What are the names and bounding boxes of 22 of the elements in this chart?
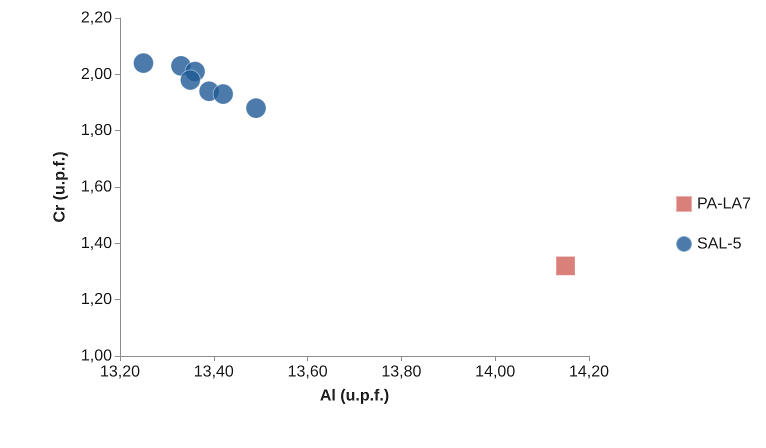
x-axis-title: Al (u.p.f.) xyxy=(320,388,390,404)
x-tick-label: 13,80 xyxy=(381,364,422,380)
x-tick-label: 14,00 xyxy=(475,364,516,380)
legend-label: PA-LA7 xyxy=(697,196,752,212)
y-tick-label: 1,00 xyxy=(80,348,112,364)
legend-label: SAL-5 xyxy=(697,236,742,252)
y-tick-label: 2,00 xyxy=(80,66,112,83)
x-tick-label: 13,40 xyxy=(194,364,234,380)
point xyxy=(180,69,201,90)
y-tick-label: 1,20 xyxy=(80,291,112,308)
point xyxy=(556,256,576,276)
x-tick-label: 14,20 xyxy=(568,364,610,380)
point xyxy=(246,98,267,119)
y-axis-title: Cr (u.p.f.) xyxy=(52,151,68,223)
y-tick-label: 1,60 xyxy=(80,178,112,196)
y-tick-label: 1,80 xyxy=(80,122,112,140)
x-tick-label: 13,60 xyxy=(288,364,328,380)
y-tick-label: 2,20 xyxy=(80,10,112,26)
point xyxy=(212,84,234,105)
y-tick-label: 1,40 xyxy=(80,234,112,252)
point xyxy=(132,52,154,74)
x-tick-label: 13,20 xyxy=(100,364,140,380)
